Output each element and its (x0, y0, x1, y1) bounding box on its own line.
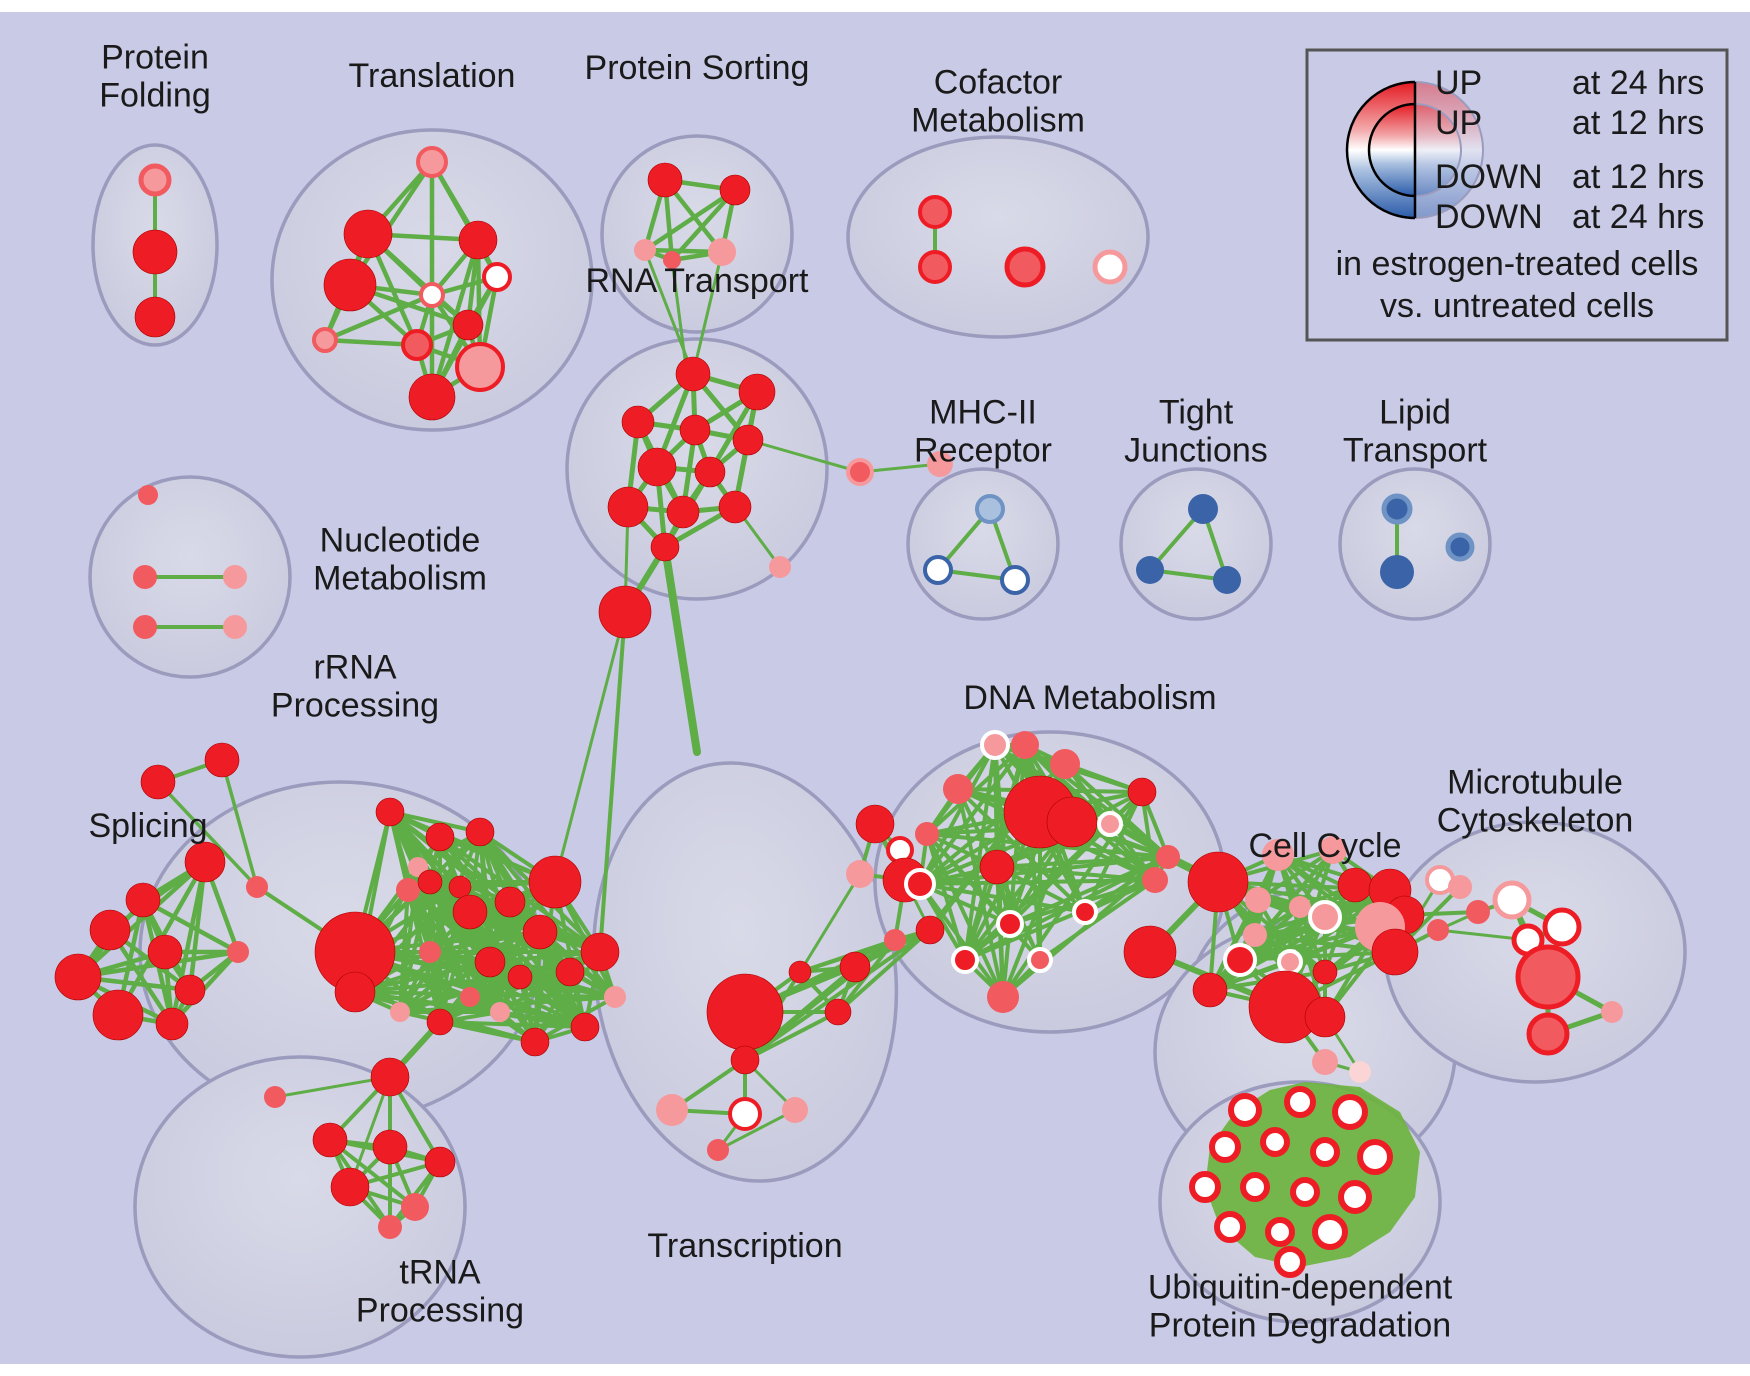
svg-text:Metabolism: Metabolism (313, 559, 487, 597)
svg-text:DOWN: DOWN (1435, 158, 1543, 196)
svg-text:RNA Transport: RNA Transport (586, 262, 810, 300)
svg-text:Junctions: Junctions (1124, 431, 1268, 469)
svg-text:at 24 hrs: at 24 hrs (1572, 64, 1704, 102)
svg-text:UP: UP (1435, 64, 1482, 102)
svg-text:Transport: Transport (1343, 431, 1488, 469)
svg-text:Ubiquitin-dependent: Ubiquitin-dependent (1148, 1268, 1453, 1306)
svg-text:Nucleotide: Nucleotide (320, 521, 481, 559)
svg-text:rRNA: rRNA (313, 648, 396, 686)
svg-text:Protein Degradation: Protein Degradation (1149, 1306, 1451, 1344)
svg-text:Protein Sorting: Protein Sorting (585, 49, 810, 87)
svg-text:vs. untreated cells: vs. untreated cells (1380, 287, 1654, 325)
svg-text:Splicing: Splicing (88, 807, 207, 845)
svg-text:MHC-II: MHC-II (929, 393, 1037, 431)
svg-text:DOWN: DOWN (1435, 198, 1543, 236)
svg-text:in estrogen-treated cells: in estrogen-treated cells (1336, 245, 1699, 283)
svg-text:at 24 hrs: at 24 hrs (1572, 198, 1704, 236)
svg-text:Cell Cycle: Cell Cycle (1248, 827, 1401, 865)
svg-text:Translation: Translation (349, 57, 516, 95)
svg-text:Tight: Tight (1159, 393, 1234, 431)
svg-text:Metabolism: Metabolism (911, 101, 1085, 139)
svg-text:DNA Metabolism: DNA Metabolism (963, 679, 1216, 717)
svg-text:Cofactor: Cofactor (934, 63, 1063, 101)
svg-text:UP: UP (1435, 104, 1482, 142)
svg-text:tRNA: tRNA (399, 1253, 481, 1291)
svg-text:Processing: Processing (356, 1291, 524, 1329)
svg-text:Microtubule: Microtubule (1447, 763, 1623, 801)
svg-text:at 12 hrs: at 12 hrs (1572, 104, 1704, 142)
svg-text:at 12 hrs: at 12 hrs (1572, 158, 1704, 196)
svg-text:Receptor: Receptor (914, 431, 1052, 469)
svg-text:Transcription: Transcription (647, 1227, 842, 1265)
svg-text:Processing: Processing (271, 686, 439, 724)
svg-text:Protein: Protein (101, 38, 209, 76)
svg-text:Folding: Folding (99, 76, 211, 114)
svg-text:Cytoskeleton: Cytoskeleton (1437, 801, 1634, 839)
svg-text:Lipid: Lipid (1379, 393, 1451, 431)
